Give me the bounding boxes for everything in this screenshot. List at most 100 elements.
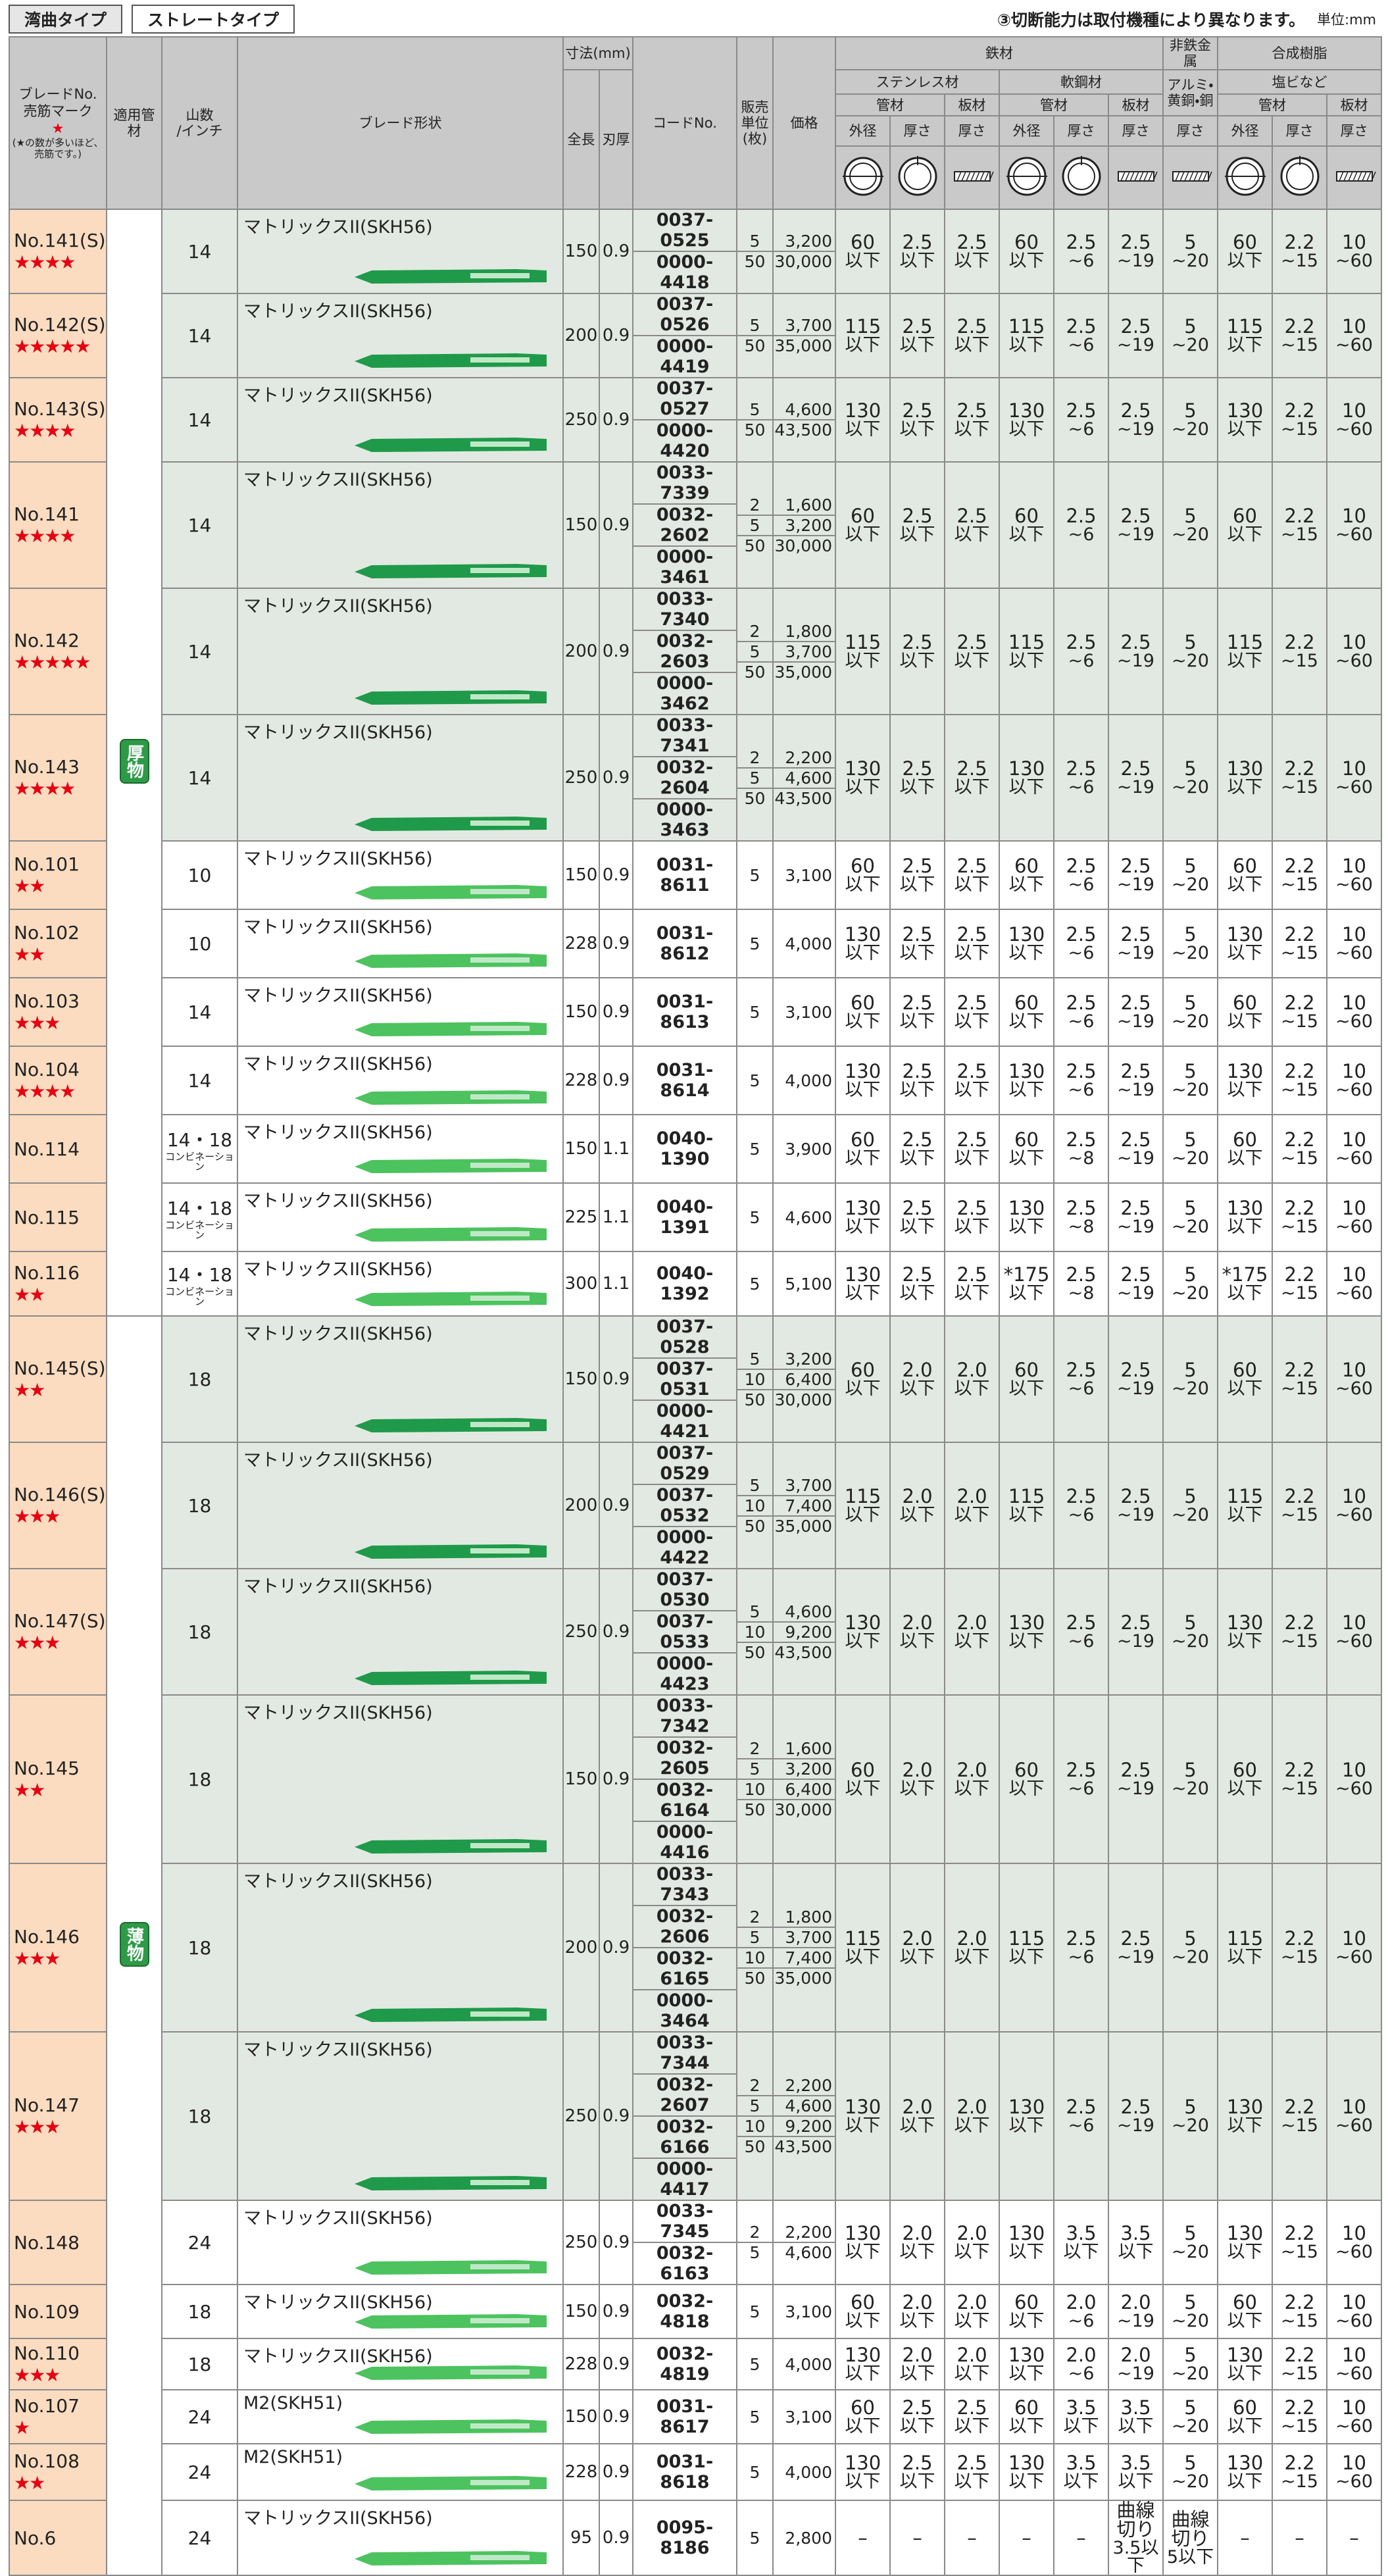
shape-label: マトリックスII(SKH56)	[243, 1123, 433, 1144]
cut-capacity: 以下	[954, 1505, 990, 1526]
price: 2,800	[785, 2528, 832, 2548]
blade-no: No.141	[14, 503, 80, 526]
price: 30,000	[774, 251, 834, 271]
code-no: 0037-0527	[656, 378, 714, 420]
cut-capacity: 以下	[954, 651, 990, 672]
blade-row: No.107 ★ 24 M2(SKH51) 150 0.9 0031-8617 5 3,100 6…	[9, 2389, 1382, 2445]
cut-cell: 5 ~20	[1162, 714, 1218, 842]
group-header: 合成樹脂	[1217, 36, 1382, 71]
cut-capacity: 2.5	[902, 1263, 933, 1286]
sale-unit: 5	[749, 1475, 760, 1495]
cut-cell: 130 以下	[835, 2031, 891, 2202]
cut-cell: 115 以下	[999, 1442, 1054, 1570]
col-header: 厚さ	[1108, 115, 1164, 147]
teeth: 10	[187, 864, 212, 886]
cut-capacity: 2.0	[1066, 2291, 1097, 2314]
cut-cell: 5 ~20	[1162, 2284, 1218, 2340]
cut-cell: 5 ~20	[1162, 2443, 1218, 2502]
cut-capacity: 以下	[1008, 1779, 1045, 1800]
code-no: 0037-0533	[634, 1610, 735, 1652]
page: 湾曲タイプ ストレートタイプ ③切断能力は取付機種により異なります。 単位:mm…	[9, 5, 1382, 2576]
stack: 5	[738, 2408, 772, 2427]
cut-capacity: 以下	[899, 1378, 935, 1400]
blade-no-cell: No.145 ★★	[9, 1694, 107, 1865]
price: 9,200	[774, 2115, 834, 2136]
stack: 4,000	[774, 2463, 834, 2482]
cut-capacity: ~20	[1172, 1505, 1209, 1526]
cut-capacity: 2.0	[956, 2344, 987, 2367]
blade-no: No.6	[14, 2527, 57, 2549]
cut-capacity: ~15	[1281, 1217, 1318, 1238]
cut-cell: 130 以下	[999, 377, 1054, 463]
blade-image	[355, 1292, 547, 1307]
blade-image	[355, 353, 547, 368]
header-cell: 刃厚	[599, 69, 633, 211]
shape-cell: マトリックスII(SKH56)	[237, 977, 564, 1048]
blade-image	[355, 1544, 547, 1559]
cut-cell: 2.2 ~15	[1272, 461, 1327, 590]
stars: ★★★	[14, 2116, 61, 2138]
cut-capacity: ~60	[1335, 2416, 1373, 2437]
stack: 0033-7343 0032-2606 0032-6165 0000-3464	[634, 1864, 735, 2031]
blade-image	[355, 1227, 547, 1242]
sale-unit: 5	[749, 1274, 760, 1294]
stack: 2 5 10 50	[738, 2076, 772, 2156]
cut-capacity: 曲線切り	[1171, 2508, 1210, 2550]
length: 150	[562, 1694, 600, 1865]
cut-capacity: ~15	[1281, 1080, 1318, 1101]
code-no: 0033-7343	[656, 1864, 714, 1906]
shape-label: マトリックスII(SKH56)	[243, 2508, 433, 2529]
cut-capacity: 5	[1184, 1359, 1197, 1382]
blade-no-cell: No.102 ★★	[9, 909, 107, 979]
cut-capacity: 以下	[1227, 2363, 1263, 2385]
shape-label: マトリックスII(SKH56)	[243, 1054, 433, 1075]
cut-capacity: –	[1240, 2526, 1250, 2549]
blade-image	[355, 269, 547, 284]
cut-cell: 130 以下	[835, 2443, 891, 2502]
teeth-cell: 18	[161, 1442, 238, 1570]
top-bar: 湾曲タイプ ストレートタイプ ③切断能力は取付機種により異なります。 単位:mm	[9, 5, 1376, 34]
cut-cell: 2.5 以下	[889, 1182, 945, 1253]
cut-capacity: ~20	[1172, 1947, 1209, 1968]
cut-capacity: 以下	[899, 2115, 935, 2136]
code-no: 0037-0531	[634, 1357, 735, 1400]
cut-cell: 2.2 ~15	[1272, 2443, 1327, 2502]
cut-capacity: 以下	[1008, 1080, 1045, 1101]
cut-capacity: ~19	[1117, 777, 1154, 798]
cut-capacity: 2.2	[1284, 2096, 1315, 2119]
cut-icon	[1224, 157, 1266, 196]
shape-cell: M2(SKH51)	[237, 2389, 564, 2445]
cut-capacity: 2.5	[956, 315, 987, 338]
cut-capacity: 10	[1342, 2291, 1366, 2314]
code-no: 0032-2607	[634, 2073, 735, 2115]
code-cell: 0033-7343 0032-2606 0032-6165 0000-3464	[632, 1863, 737, 2033]
sale-unit: 5	[749, 865, 760, 885]
price: 3,900	[785, 1139, 832, 1159]
cut-capacity: 以下	[954, 2115, 990, 2136]
su-cell: 5 10 50	[736, 1315, 774, 1444]
cut-capacity: 130	[844, 1197, 881, 1220]
cut-capacity: 2.5	[1066, 992, 1097, 1015]
cut-cell: 2.5 ~19	[1108, 209, 1164, 295]
cut-capacity: ~19	[1117, 1080, 1154, 1101]
cut-capacity: 以下	[1227, 2115, 1263, 2136]
pr-cell: 4,600 9,200 43,500	[772, 1568, 836, 1696]
part-header: 板材	[944, 93, 1000, 117]
stack: 3,100	[774, 2408, 834, 2427]
cut-cell: 130 以下	[999, 2031, 1054, 2202]
icon-cell	[999, 145, 1054, 211]
cut-capacity: 5	[1184, 1197, 1197, 1220]
sale-unit: 50	[738, 661, 772, 682]
cut-cell: 10 ~60	[1326, 1251, 1382, 1317]
cut-cell: 5 ~20	[1162, 2338, 1218, 2391]
code-no: 0037-0525	[656, 210, 714, 251]
cut-cell: 10 ~60	[1326, 1568, 1382, 1696]
cut-capacity: 60	[851, 992, 875, 1015]
cut-capacity: 130	[1226, 2452, 1264, 2475]
cut-capacity: 2.5	[1066, 1263, 1097, 1286]
cut-capacity: 60	[1233, 992, 1257, 1015]
cut-capacity: 130	[1226, 1197, 1264, 1220]
cut-capacity: 2.2	[1284, 315, 1315, 338]
cut-capacity: 2.5	[956, 992, 987, 1015]
code-no: 0031-8612	[656, 923, 714, 965]
